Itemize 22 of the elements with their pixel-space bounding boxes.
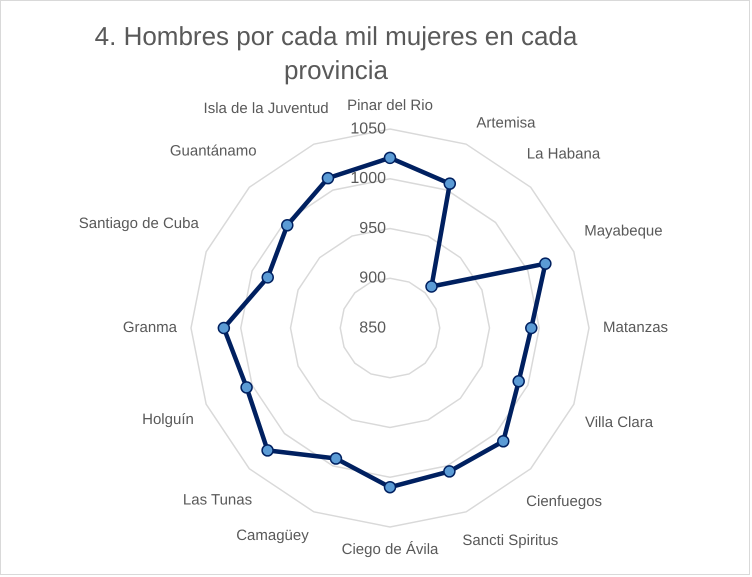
spoke-label: Cienfuegos [526,493,602,510]
y-tick-label: 850 [359,319,386,336]
spoke-label: Artemisa [476,114,536,132]
spoke-label: Ciego de Ávila [342,540,440,558]
spoke-label: Granma [122,319,178,336]
spoke-label: Villa Clara [584,414,654,432]
y-tick-label: 900 [359,270,386,287]
spoke-label: La Habana [526,146,601,163]
spoke-label: Las Tunas [182,492,252,509]
spoke-label: Isla de la Juventud [204,100,329,118]
spoke-label: Pinar del Rio [347,97,433,114]
spoke-label: Holguín [142,411,194,428]
chart-title: 4. Hombres por cada mil mujeres en cada provincia [94,20,578,87]
spoke-label: Guantánamo [170,142,257,160]
y-tick-label: 950 [359,220,386,237]
spoke-label: Santiago de Cuba [78,215,200,232]
y-tick-label: 1050 [350,120,386,138]
spoke-label: Mayabeque [584,222,663,240]
spoke-label: Sancti Spiritus [462,532,558,549]
y-tick-label: 1000 [350,170,386,188]
spoke-label: Camagüey [236,526,310,544]
spoke-label: Matanzas [602,319,668,336]
